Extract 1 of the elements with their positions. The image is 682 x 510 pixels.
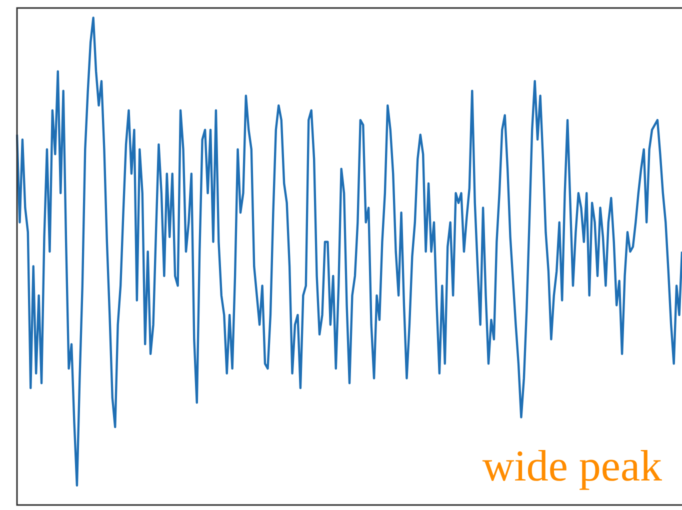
- annotation: wide peak: [482, 442, 662, 491]
